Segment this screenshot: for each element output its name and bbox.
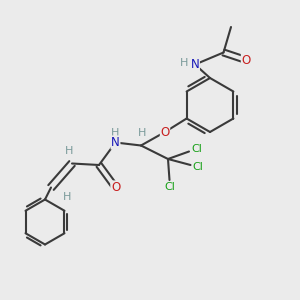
Text: N: N <box>111 136 120 149</box>
Text: H: H <box>111 128 120 139</box>
Text: O: O <box>111 181 120 194</box>
Text: Cl: Cl <box>193 161 203 172</box>
Text: H: H <box>65 146 73 157</box>
Text: N: N <box>190 58 200 71</box>
Text: O: O <box>160 125 169 139</box>
Text: Cl: Cl <box>191 143 202 154</box>
Text: O: O <box>242 53 250 67</box>
Text: Cl: Cl <box>164 182 175 193</box>
Text: H: H <box>63 191 72 202</box>
Text: H: H <box>179 58 188 68</box>
Text: H: H <box>138 128 147 139</box>
